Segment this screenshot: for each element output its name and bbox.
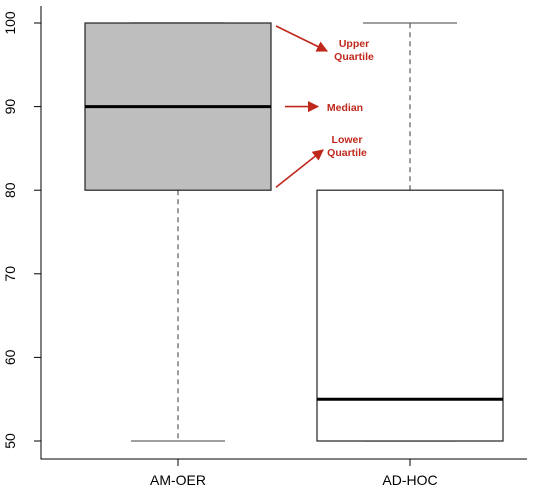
x-tick-label: AD-HOC xyxy=(382,472,437,488)
annotation-label-lower-quartile: Quartile xyxy=(327,147,367,159)
y-tick-label: 90 xyxy=(2,99,18,115)
annotation-arrow-upper-quartile xyxy=(275,25,329,52)
annotation-label-lower-quartile: Lower xyxy=(332,134,363,146)
annotation-label-upper-quartile: Quartile xyxy=(334,51,374,63)
y-tick-label: 50 xyxy=(2,433,18,449)
annotation-label-upper-quartile: Upper xyxy=(339,38,369,50)
y-tick-label: 100 xyxy=(2,11,18,35)
box-ad-hoc xyxy=(316,189,504,442)
y-tick-label: 70 xyxy=(2,266,18,282)
annotation-arrow-lower-quartile xyxy=(275,149,324,188)
x-tick-label: AM-OER xyxy=(150,472,206,488)
plot-axes xyxy=(40,6,527,460)
y-tick-label: 80 xyxy=(2,182,18,198)
y-tick-label: 60 xyxy=(2,349,18,365)
annotation-label-median: Median xyxy=(327,102,363,114)
